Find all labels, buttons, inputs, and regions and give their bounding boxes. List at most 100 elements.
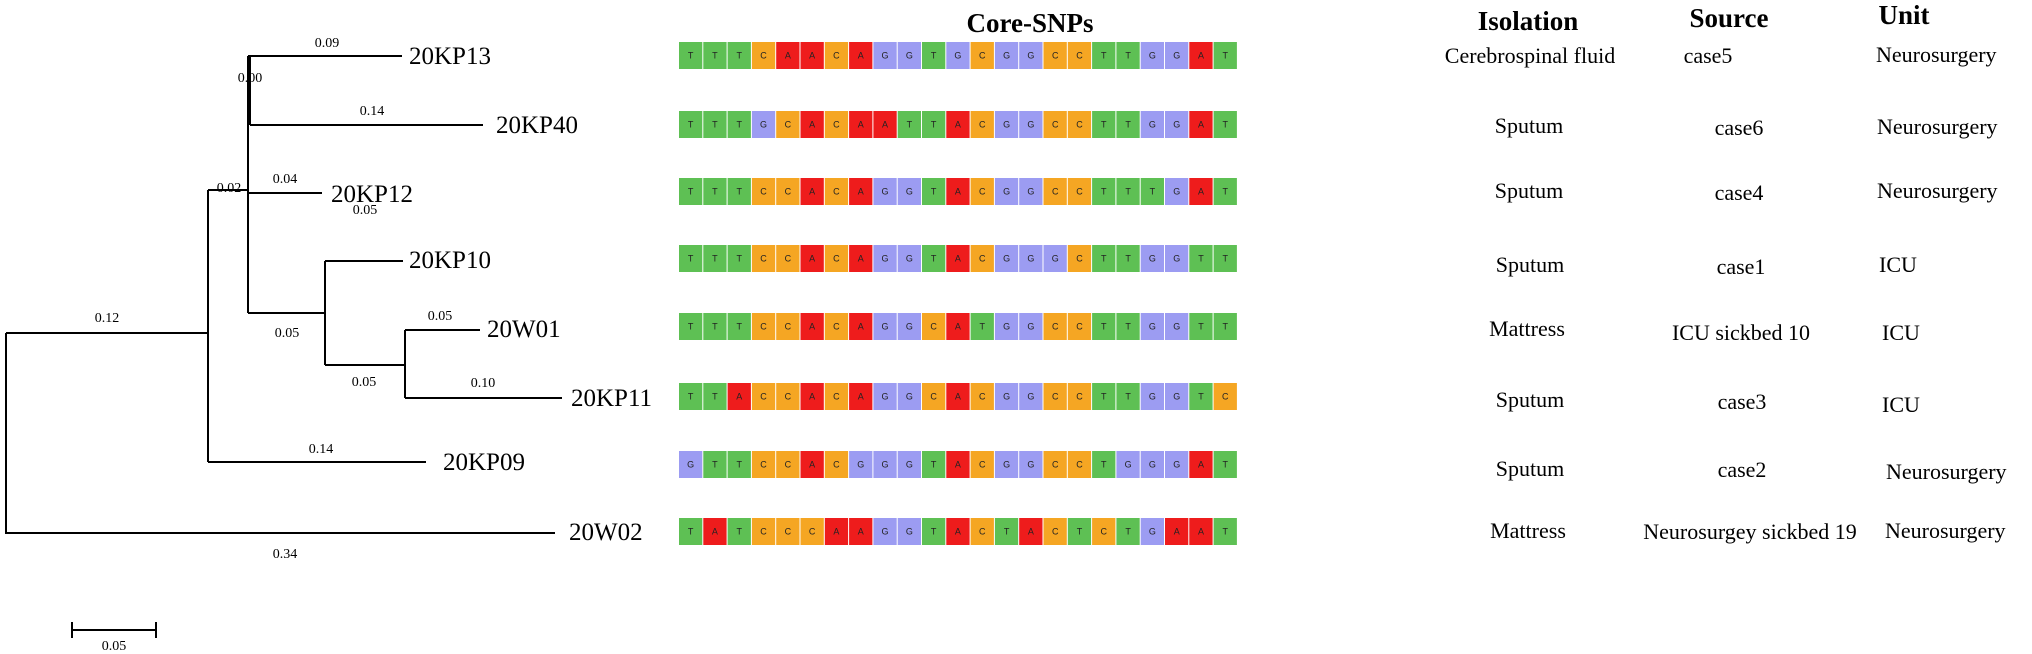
snp-base-label: A [1174,527,1180,537]
snp-base-label: T [1150,187,1156,197]
snp-base-label: T [980,322,986,332]
snp-base-label: G [1003,322,1010,332]
snp-base-label: T [1101,187,1107,197]
snp-base-label: A [809,254,815,264]
snp-cell [994,178,1019,205]
source-cell: case3 [1718,389,1767,414]
taxon-label: 20KP11 [571,385,652,412]
snp-base-label: A [882,120,888,130]
source-cell: ICU sickbed 10 [1672,320,1810,345]
snp-cell [946,42,970,69]
snp-base-label: C [760,51,767,61]
snp-cell [1189,245,1213,272]
snp-cell [1092,313,1116,340]
snp-base-label: G [906,51,913,61]
snp-base-label: T [1101,120,1107,130]
snp-base-label: T [1101,51,1107,61]
snp-cell [1043,383,1067,410]
snp-cell [946,518,970,545]
snp-base-label: T [737,254,743,264]
snp-base-label: G [881,322,888,332]
snp-base-label: G [1149,51,1156,61]
snp-base-label: T [1223,254,1229,264]
snp-cell [1116,313,1140,340]
isolation-cell: Mattress [1490,518,1566,543]
snp-base-label: A [955,187,961,197]
branch-label: 0.14 [309,442,334,457]
snp-cell [679,383,703,410]
snp-base-label: C [833,51,840,61]
snp-base-label: G [1173,254,1180,264]
snp-cell [776,518,800,545]
branch-label: 0.05 [352,375,377,390]
snp-cell [873,518,897,545]
snp-cell [897,245,921,272]
snp-base-label: T [931,254,937,264]
snp-base-label: G [1149,120,1156,130]
snp-base-label: T [712,120,718,130]
snp-cell [703,313,727,340]
snp-base-label: G [1149,460,1156,470]
snp-base-label: G [906,322,913,332]
snp-base-label: T [688,392,694,402]
snp-cell [679,178,703,205]
snp-cell [1213,245,1237,272]
snp-base-label: T [712,460,718,470]
snp-cell [849,178,873,205]
snp-cell [751,111,776,138]
snp-base-label: C [809,527,816,537]
snp-cell [1116,383,1140,410]
snp-cell [703,178,727,205]
snp-base-label: T [931,187,937,197]
snp-base-label: T [1198,254,1204,264]
isolation-cell: Sputum [1496,252,1564,277]
snp-base-label: A [858,254,864,264]
snp-cell [1067,383,1092,410]
snp-base-label: A [858,120,864,130]
snp-base-label: A [1198,120,1204,130]
snp-base-label: G [1173,322,1180,332]
snp-base-label: T [1223,322,1229,332]
snp-cell [1189,42,1213,69]
branch-node-e [325,329,562,399]
snp-cell [1116,518,1140,545]
snp-base-label: C [785,187,792,197]
snp-base-label: T [1004,527,1010,537]
snp-cell [800,518,824,545]
snp-cell [849,383,873,410]
snp-base-label: A [809,392,815,402]
snp-cell [970,451,994,478]
snp-cell [970,313,994,340]
branch-label: 0.02 [217,181,242,196]
snp-cell [1043,178,1067,205]
snp-base-label: G [1003,187,1010,197]
snp-cell [751,313,776,340]
snp-cell [800,313,824,340]
snp-base-label: C [760,392,767,402]
snp-cell [1092,111,1116,138]
source-cell: case2 [1718,457,1767,482]
snp-base-label: A [736,392,742,402]
snp-base-label: G [1173,51,1180,61]
snp-cell [824,245,849,272]
branch-label: 0.14 [360,104,385,119]
snp-base-label: A [858,527,864,537]
snp-cell [946,451,970,478]
snp-base-label: G [1027,187,1034,197]
snp-base-label: G [954,51,961,61]
snp-base-label: C [979,254,986,264]
snp-cell [824,42,849,69]
snp-cell [751,518,776,545]
snp-base-label: T [688,322,694,332]
snp-cell [849,518,873,545]
snp-cell [1140,111,1164,138]
branch-label: 0.04 [273,172,298,187]
source-cell: case4 [1715,180,1764,205]
snp-base-label: C [979,51,986,61]
snp-base-label: G [1173,187,1180,197]
snp-base-label: C [1052,187,1059,197]
snp-cell [800,245,824,272]
unit-cell: ICU [1882,392,1920,417]
snp-cell [1019,178,1043,205]
